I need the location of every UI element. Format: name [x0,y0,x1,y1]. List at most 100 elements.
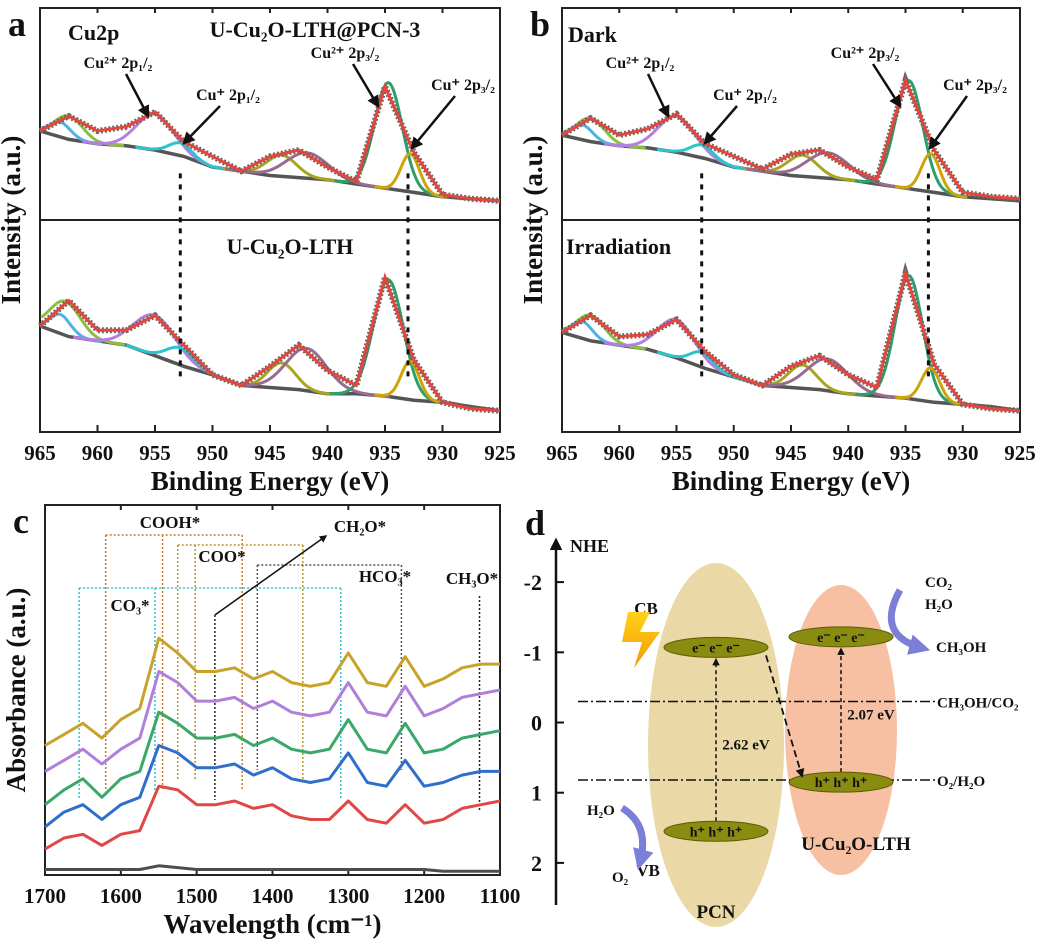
annotation-arrow [124,73,150,119]
electrons: e⁻ e⁻ e⁻ [817,631,865,646]
bracket-label: CH₂O* [334,517,386,536]
x-tick-label: 940 [312,441,344,465]
bracket-label: HCO₃* [359,567,411,586]
envelope-line [39,82,501,203]
y-axis-title: Intensity (a.u.) [0,136,26,305]
x-tick-label: 950 [197,441,229,465]
band-gap-label: 2.07 eV [847,708,895,724]
x-tick-label: 955 [661,441,693,465]
redox-label: O₂/H₂O [937,774,985,790]
holes: h⁺ h⁺ h⁺ [815,776,868,791]
reaction-arrow [887,588,931,655]
x-axis-title: Binding Energy (eV) [151,466,390,496]
spectrum-line [44,636,500,747]
raw-data [560,70,1021,202]
y-tick-label: -2 [524,570,542,595]
y-axis-title: NHE [570,536,609,556]
panel-label: c [13,501,29,541]
annotation-arrow [182,105,221,145]
peak-annotation: Cu⁺ 2p₁/₂ [713,87,777,104]
fit-peak [604,114,751,171]
peak-annotation: Cu⁺ 2p₃/₂ [431,77,495,94]
x-tick-label: 960 [604,441,636,465]
reaction-species: H₂O [587,803,615,819]
reaction-species: H₂O [925,597,953,613]
light-icon [622,612,660,668]
x-axis-title: Wavelength (cm⁻¹) [163,909,381,939]
band-gap-label: 2.62 eV [722,737,770,753]
subplot-label: Cu2p [68,20,119,45]
x-tick-label: 960 [82,441,114,465]
electrons: e⁻ e⁻ e⁻ [692,641,740,656]
fit-peak [604,317,751,384]
reaction-species: O₂ [612,870,629,886]
fit-peak [895,152,968,199]
annotation-arrow [703,105,738,145]
spectrum-line [44,784,501,851]
peak-annotation: Cu²⁺ 2p₃/₂ [311,45,380,62]
fit-peak [895,366,968,407]
spectrum-line [44,670,501,773]
x-tick-label: 945 [775,441,807,465]
x-tick-label: 925 [484,441,516,465]
redox-label: CH₃OH/CO₂ [937,695,1019,711]
semiconductor-name: PCN [696,902,735,923]
fit-peak [224,346,390,399]
annotation-arrow [351,63,380,109]
y-tick-label: 1 [531,781,542,806]
x-tick-label: 1700 [24,884,66,908]
peak-annotation: Cu²⁺ 2p₁/₂ [606,55,675,72]
valence-band [788,771,894,793]
x-tick-label: 965 [24,441,56,465]
plot-frame [44,504,501,876]
bracket-label: COO* [198,547,245,566]
peak-annotation: Cu⁺ 2p₁/₂ [196,87,260,104]
semiconductor-name: U-Cu₂O-LTH [801,834,911,855]
conduction-band [788,626,894,648]
fit-peak [224,151,390,191]
x-tick-label: 1400 [252,884,294,908]
transfer-arrow [765,655,805,778]
envelope-line [39,272,501,413]
reaction-species: CO₂ [925,575,953,591]
fit-peak [82,112,229,171]
y-tick-label: 2 [531,851,542,876]
y-tick-label: 0 [531,711,542,736]
y-axis-title: Absorbance (a.u.) [1,588,31,793]
holes: h⁺ h⁺ h⁺ [690,825,743,840]
x-tick-label: 935 [890,441,922,465]
annotation-arrow [410,95,456,150]
x-tick-label: 945 [254,441,286,465]
peak-annotation: Cu²⁺ 2p₃/₂ [831,45,900,62]
reaction-arrow [620,805,654,871]
panel-label: a [8,4,26,44]
x-tick-label: 1300 [327,884,369,908]
reaction-species: CH₃OH [936,640,987,656]
conduction-band [663,636,769,658]
panel-label: d [525,503,545,543]
envelope-line [561,267,1021,413]
bracket-label: CO₃* [110,596,149,615]
x-tick-label: 950 [718,441,750,465]
spectrum-line [44,744,500,829]
subplot-label: U-Cu₂O-LTH@PCN-3 [210,17,421,42]
x-tick-label: 935 [369,441,401,465]
x-tick-label: 940 [833,441,865,465]
peak-annotation: Cu⁺ 2p₃/₂ [943,77,1007,94]
panel-label: b [530,4,550,44]
subplot-label: Irradiation [566,234,671,259]
fit-peak [135,141,227,171]
x-tick-label: 1200 [403,884,445,908]
x-tick-label: 1100 [480,884,521,908]
fit-peak [656,143,748,171]
bracket-label: CH₃O* [446,569,498,588]
y-axis-title: Intensity (a.u.) [518,136,548,305]
x-tick-label: 965 [546,441,578,465]
envelope-line [561,75,1021,201]
x-tick-label: 955 [139,441,171,465]
annotation-arrow [214,535,328,616]
x-tick-label: 1600 [100,884,142,908]
y-tick-label: -1 [524,640,542,665]
